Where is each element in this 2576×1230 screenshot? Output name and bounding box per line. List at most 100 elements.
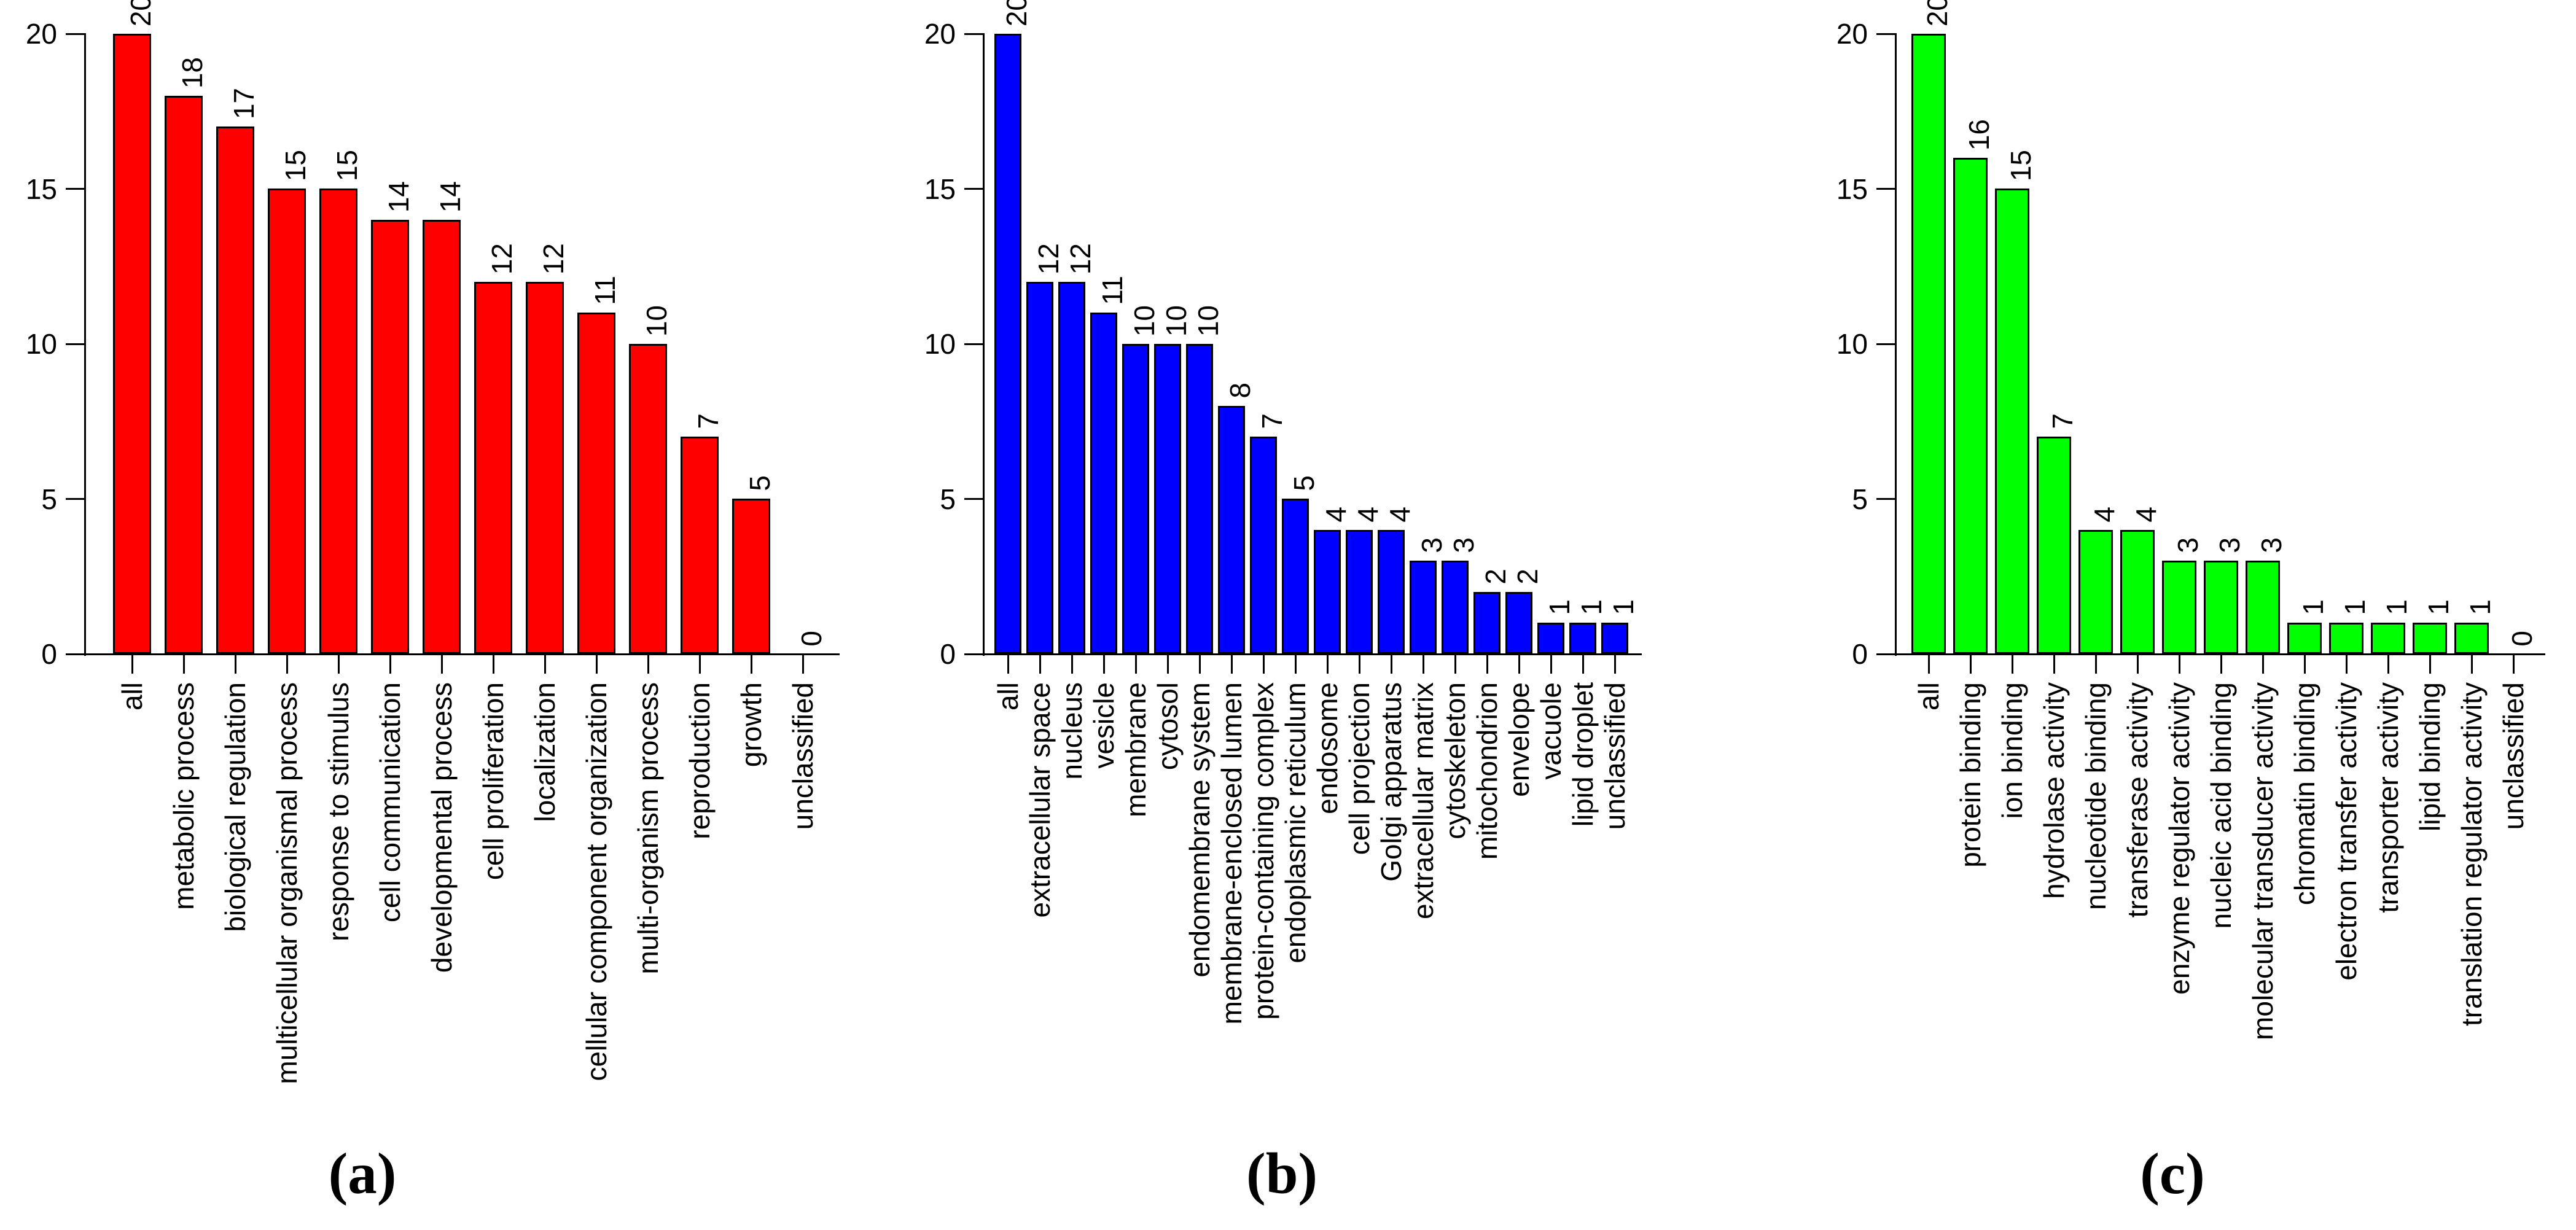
category-label: vesicle	[1087, 682, 1121, 769]
bar-value-text: 12	[1032, 243, 1064, 274]
bar-value-text: 0	[2506, 631, 2538, 647]
category-tick	[2136, 655, 2139, 674]
category-label: extracellular matrix	[1406, 682, 1440, 919]
bar-value-label: 11	[1095, 276, 1130, 305]
category-tick	[2262, 655, 2264, 674]
category-label: ion binding	[1995, 682, 2029, 819]
category-label-text: envelope	[1503, 682, 1535, 797]
bar-value-label: 11	[588, 276, 622, 305]
bar-value-text: 10	[641, 305, 673, 337]
category-tick	[1039, 655, 1041, 674]
category-tick	[698, 655, 701, 674]
category-label: membrane-enclosed lumen	[1214, 682, 1249, 1024]
category-label-text: transferase activity	[2121, 682, 2153, 918]
category-tick	[1614, 655, 1616, 674]
bar-value-text: 1	[2339, 599, 2371, 615]
category-label: all	[115, 682, 149, 710]
bar-value-text: 3	[2214, 537, 2246, 553]
category-label-text: localization	[529, 682, 561, 822]
y-tick-label: 10	[25, 328, 57, 360]
category-label-text: multicellular organismal process	[271, 682, 303, 1084]
bar	[2204, 561, 2238, 654]
bar-value-text: 4	[2088, 507, 2120, 523]
bar-value-text: 1	[2381, 599, 2413, 615]
bar-value-label: 4	[1351, 507, 1385, 523]
category-label: molecular transducer activity	[2246, 682, 2280, 1040]
bar-value-text: 17	[228, 87, 260, 119]
bar-value-text: 15	[279, 149, 311, 181]
bar-value-label: 1	[2421, 599, 2456, 615]
bar	[2454, 623, 2489, 654]
category-label-text: membrane-enclosed lumen	[1216, 682, 1247, 1025]
bar-value-text: 1	[1607, 599, 1639, 615]
y-tick-label: 20	[1836, 18, 1868, 50]
category-label: endoplasmic reticulum	[1278, 682, 1313, 963]
bar-value-label: 4	[2129, 507, 2163, 523]
category-label-text: protein binding	[1954, 682, 1986, 868]
bar-value-label: 10	[1159, 305, 1193, 337]
category-label: mitochondrion	[1470, 682, 1504, 860]
category-tick	[2220, 655, 2222, 674]
bar	[165, 96, 203, 654]
bar-value-text: 4	[1352, 507, 1384, 523]
category-label-text: vacuole	[1535, 682, 1567, 780]
bar-value-text: 1	[2464, 599, 2496, 615]
category-label: cytoskeleton	[1438, 682, 1472, 839]
category-label-text: endoplasmic reticulum	[1279, 682, 1311, 963]
bar-value-label: 20	[123, 0, 158, 26]
y-tick-label: 10	[1836, 328, 1868, 360]
bar-value-text: 7	[692, 413, 724, 429]
chart-molecular-function: 0 5 10 15 20 20 all 16 protein binding 15 ion bind…	[1717, 0, 2576, 1230]
category-tick	[1166, 655, 1169, 674]
category-tick	[440, 655, 443, 674]
category-label-text: electron transfer activity	[2330, 682, 2362, 981]
bar-value-label: 1	[1574, 599, 1609, 615]
panel-letter: (c)	[2140, 1141, 2205, 1206]
bar	[1090, 313, 1117, 654]
bar-value-label: 20	[999, 0, 1034, 26]
category-label-text: endosome	[1311, 682, 1343, 814]
bar-value-label: 5	[1287, 475, 1321, 491]
category-label-text: growth	[735, 682, 767, 768]
category-tick	[1582, 655, 1584, 674]
category-label: unclassified	[2496, 682, 2531, 830]
bar-value-label: 3	[2254, 537, 2289, 553]
bar-value-label: 3	[2212, 537, 2247, 553]
category-label-text: membrane	[1120, 682, 1152, 817]
category-label: endosome	[1310, 682, 1345, 814]
category-tick	[286, 655, 288, 674]
y-tick	[66, 343, 84, 345]
category-tick	[802, 655, 804, 674]
bar-value-text: 2	[1480, 569, 1512, 585]
y-tick-label: 15	[1836, 173, 1868, 205]
category-label-text: response to stimulus	[322, 682, 354, 941]
bar-value-text: 5	[1288, 475, 1320, 491]
chart-biological-process: 0 5 10 15 20 20 all 18 metabolic process 17 biolog…	[0, 0, 859, 1230]
category-tick	[1927, 655, 1930, 674]
bar	[216, 127, 254, 654]
category-label-text: metabolic process	[168, 682, 200, 910]
bar-value-label: 3	[1415, 537, 1449, 553]
category-label: enzyme regulator activity	[2162, 682, 2196, 995]
category-tick	[389, 655, 391, 674]
category-label: growth	[734, 682, 768, 767]
category-label: transferase activity	[2120, 682, 2155, 917]
category-label: endomembrane system	[1182, 682, 1217, 978]
bar-value-label: 7	[1255, 413, 1289, 429]
bar	[1250, 437, 1277, 654]
bar	[2120, 530, 2155, 654]
bar-value-label: 0	[794, 631, 829, 647]
bar-value-text: 12	[1064, 243, 1096, 274]
bar-value-text: 16	[1963, 119, 1995, 150]
bar-value-label: 2	[1510, 569, 1545, 585]
bar-value-label: 1	[2296, 599, 2330, 615]
category-label: cell proliferation	[476, 682, 510, 880]
bar-value-label: 16	[1962, 119, 1996, 150]
category-label-text: multi-organism process	[632, 682, 664, 975]
category-tick	[1262, 655, 1265, 674]
bar-value-label: 1	[2463, 599, 2497, 615]
y-tick	[1876, 343, 1895, 345]
category-label: nucleus	[1055, 682, 1089, 780]
y-tick-label: 15	[924, 173, 956, 205]
category-label-text: developmental process	[426, 682, 458, 973]
